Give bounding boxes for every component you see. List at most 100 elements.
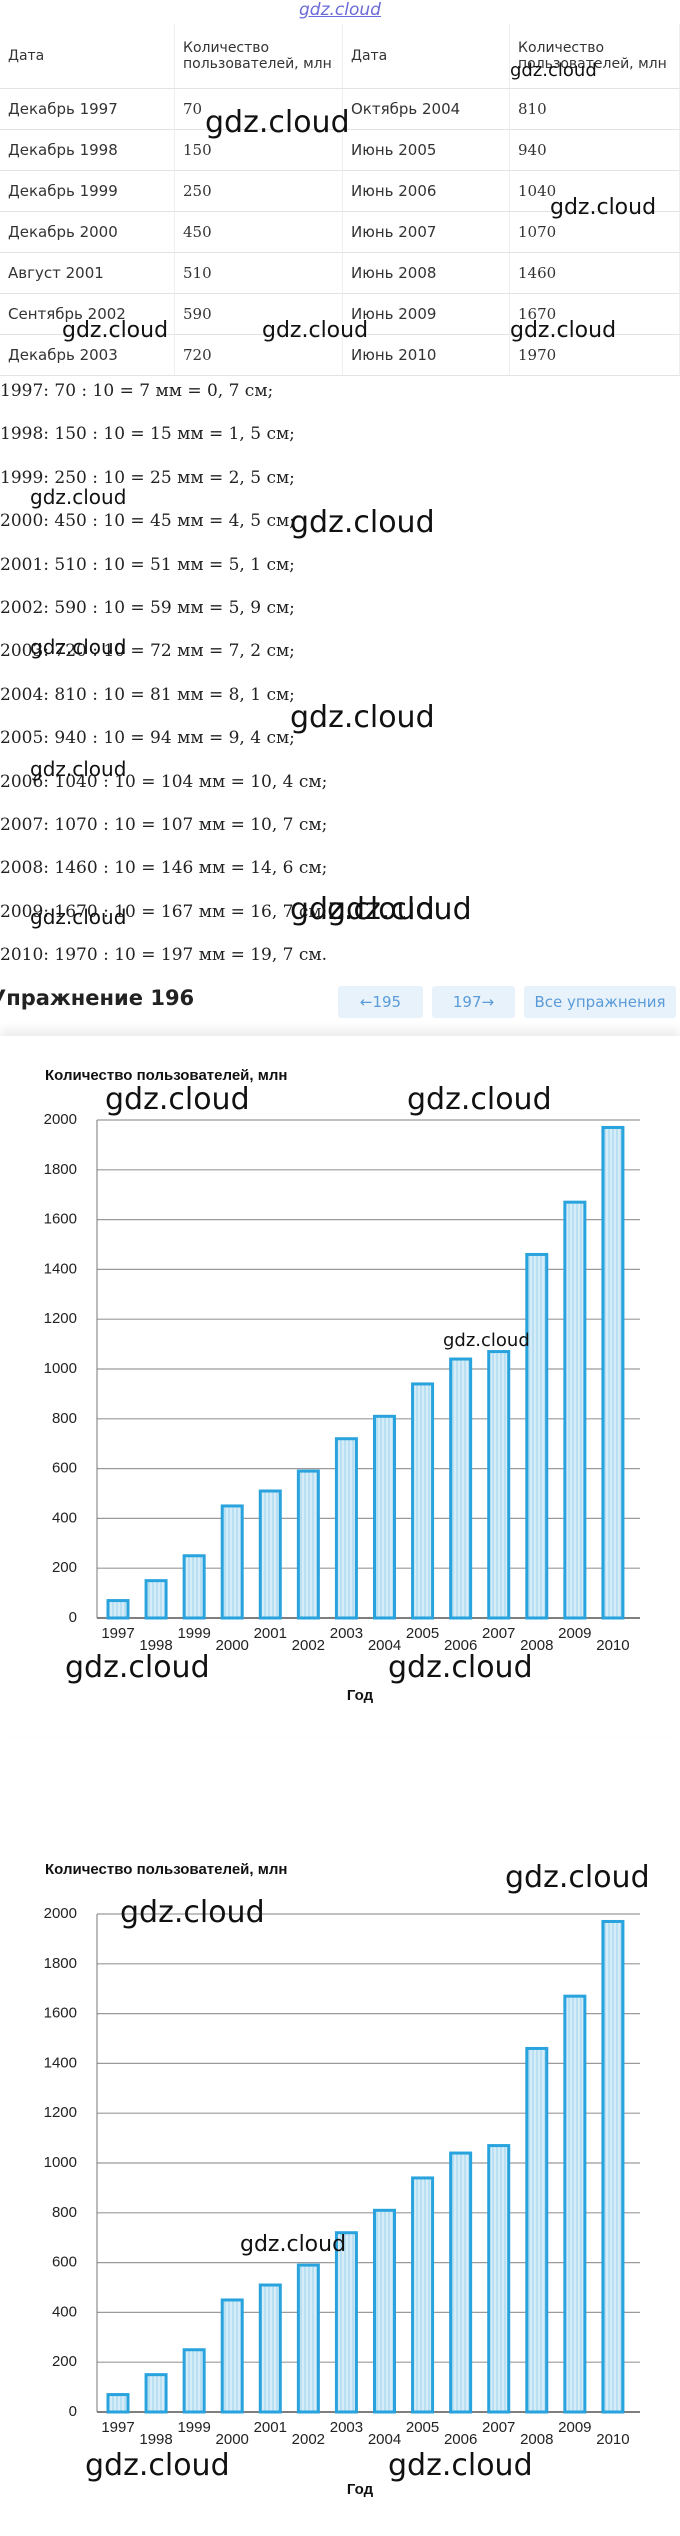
table-cell: Июнь 2005 <box>343 130 510 171</box>
all-exercises-button[interactable]: Все упражнения <box>524 986 676 1018</box>
x-tick-label: 2000 <box>216 1637 249 1654</box>
chart-title: Количество пользователей, млн <box>45 1861 287 1878</box>
y-tick-label: 0 <box>69 2403 77 2420</box>
y-tick-label: 1200 <box>44 1310 77 1327</box>
table-cell: Октябрь 2004 <box>343 89 510 130</box>
y-tick-label: 1000 <box>44 2154 77 2171</box>
table-cell: Декабрь 2003 <box>0 335 175 376</box>
watermark: gdz.cloud <box>240 2232 347 2257</box>
bar <box>449 2151 473 2414</box>
table-cell: Июнь 2009 <box>343 294 510 335</box>
table-cell: Июнь 2010 <box>343 335 510 376</box>
x-tick-label: 2003 <box>330 2419 363 2436</box>
watermark: gdz.cloud <box>510 60 597 81</box>
watermark: gdz.cloud <box>30 757 127 781</box>
bar <box>373 2208 396 2414</box>
table-cell: 810 <box>510 89 680 130</box>
x-tick-label: 1999 <box>177 1625 210 1642</box>
x-tick-label: 2001 <box>254 2419 287 2436</box>
bar <box>106 2393 130 2414</box>
watermark: gdz.cloud <box>62 318 169 343</box>
table-cell: 70 <box>175 89 343 130</box>
x-tick-label: 2010 <box>596 1637 629 1654</box>
table-cell: Июнь 2006 <box>343 171 510 212</box>
bar <box>144 1579 168 1620</box>
bar <box>258 2283 282 2414</box>
table-cell: Июнь 2007 <box>343 212 510 253</box>
bar <box>144 2373 168 2414</box>
bar <box>487 1350 511 1620</box>
watermark: gdz.cloud <box>30 635 127 659</box>
table-cell: 1460 <box>510 253 680 294</box>
bar <box>601 1919 625 2414</box>
y-tick-label: 800 <box>52 2204 77 2221</box>
prev-button[interactable]: ← 195 <box>338 986 423 1018</box>
calculation: 1999: 250 : 10 = 25 мм = 2, 5 см; <box>0 467 295 488</box>
calculation: 2001: 510 : 10 = 51 мм = 5, 1 см; <box>0 554 295 575</box>
chart-title: Количество пользователей, млн <box>45 1067 287 1084</box>
y-tick-label: 1400 <box>44 2054 77 2071</box>
bar <box>296 1469 320 1620</box>
x-axis-label: Год <box>347 1687 374 1704</box>
x-tick-label: 1998 <box>139 1637 172 1654</box>
calculation: 2006: 1040 : 10 = 104 мм = 10, 4 см; <box>0 771 328 792</box>
calculation: 2007: 1070 : 10 = 107 мм = 10, 7 см; <box>0 815 328 835</box>
table-cell: Декабрь 2000 <box>0 212 175 253</box>
bar <box>373 1414 396 1620</box>
calculation: 1998: 150 : 10 = 15 мм = 1, 5 см; <box>0 424 295 445</box>
calculation: 2005: 940 : 10 = 94 мм = 9, 4 см; <box>0 728 295 749</box>
exercise-title: Упражнение 196 <box>0 986 195 1010</box>
chart: Количество пользователей, млн 0 200 400 600 8… <box>44 1861 640 2498</box>
bar <box>411 2176 435 2414</box>
calculation: 2000: 450 : 10 = 45 мм = 4, 5 см; <box>0 511 295 532</box>
x-tick-label: 2005 <box>406 1625 439 1642</box>
bar <box>449 1357 473 1620</box>
bar <box>334 2231 358 2414</box>
watermark: gdz.cloud <box>290 700 435 735</box>
watermark: gdz.cloud <box>105 1082 250 1117</box>
calculation: 2003: 720 : 10 = 72 мм = 7, 2 см; <box>0 641 295 662</box>
calculation: 2008: 1460 : 10 = 146 мм = 14, 6 см; <box>0 858 328 879</box>
table-cell: 510 <box>175 253 343 294</box>
y-tick-label: 600 <box>52 1460 77 1477</box>
watermark: gdz.cloud <box>510 318 617 343</box>
bar <box>411 1382 435 1620</box>
y-tick-label: 1600 <box>44 2005 77 2022</box>
watermark: gdz.cloud <box>327 892 472 927</box>
button-label: 195 <box>372 993 402 1011</box>
logo[interactable]: gdz.cloud <box>299 0 381 20</box>
table-cell: Декабрь 1999 <box>0 171 175 212</box>
table-cell: 450 <box>175 212 343 253</box>
watermark: gdz.cloud <box>30 905 127 929</box>
table-cell: 150 <box>175 130 343 171</box>
table-header-cell: Количество пользователей, млн <box>510 24 680 89</box>
watermark: gdz.cloud <box>388 2448 533 2483</box>
next-button[interactable]: 197 → <box>432 986 515 1018</box>
y-tick-label: 600 <box>52 2254 77 2271</box>
y-tick-label: 1000 <box>44 1360 77 1377</box>
bar <box>182 2348 206 2414</box>
table-cell: Сентябрь 2002 <box>0 294 175 335</box>
table-header-cell: Количество пользователей, млн <box>175 24 343 89</box>
x-tick-label: 2006 <box>444 1637 477 1654</box>
button-label: 197 <box>452 993 482 1011</box>
bar <box>258 1489 282 1620</box>
table-cell: Август 2001 <box>0 253 175 294</box>
y-tick-label: 1400 <box>44 1260 77 1277</box>
table-header-cell: Дата <box>343 24 510 89</box>
table-cell: Декабрь 1997 <box>0 89 175 130</box>
watermark: gdz.cloud <box>30 485 127 509</box>
watermark: gdz.cloud <box>407 1082 552 1117</box>
watermark: gdz.cloud <box>120 1895 265 1930</box>
x-tick-label: 2009 <box>558 1625 591 1642</box>
chart: Количество пользователей, млн 0 200 400 600 8… <box>44 1067 640 1704</box>
table-cell: 590 <box>175 294 343 335</box>
watermark: gdz.cloud <box>65 1650 210 1685</box>
bar <box>563 1200 587 1620</box>
table-cell: 720 <box>175 335 343 376</box>
bar <box>106 1599 130 1620</box>
x-tick-label: 2000 <box>216 2431 249 2448</box>
y-tick-label: 400 <box>52 2303 77 2320</box>
calculation: 2004: 810 : 10 = 81 мм = 8, 1 см; <box>0 684 295 705</box>
